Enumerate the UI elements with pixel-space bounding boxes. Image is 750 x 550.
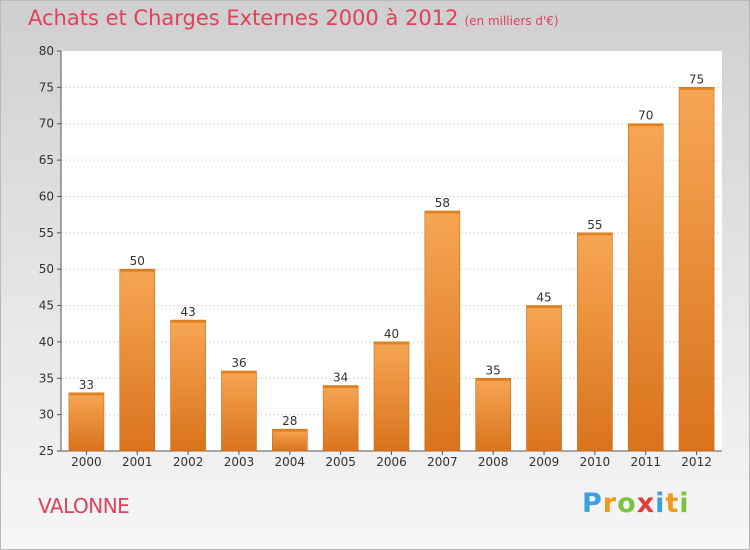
chart-unit-label: (en milliers d'€) (464, 14, 559, 28)
x-tick-label: 2009 (529, 455, 560, 469)
y-tick-label: 50 (39, 262, 54, 276)
bar-top-edge (170, 320, 206, 323)
chart-title-text: Achats et Charges Externes 2000 à 2012 (28, 6, 459, 30)
bar (272, 428, 308, 452)
y-tick-label: 80 (39, 44, 54, 58)
bar-value-label: 43 (180, 305, 195, 319)
logo-letter: t (665, 488, 680, 519)
bar-value-label: 33 (79, 378, 94, 392)
place-name: VALONNE (38, 494, 130, 518)
y-tick-label: 35 (39, 371, 54, 385)
bar-value-label: 55 (587, 218, 602, 232)
logo-letter: r (602, 488, 618, 519)
x-tick-label: 2000 (71, 455, 102, 469)
bar-top-edge (221, 371, 257, 374)
logo-letter: o (617, 488, 637, 519)
bar-value-label: 50 (130, 254, 145, 268)
bar (170, 319, 206, 452)
y-tick-label: 25 (39, 444, 54, 458)
logo-letter: P (582, 488, 603, 519)
bar-value-label: 58 (435, 196, 450, 210)
bar-top-edge (374, 341, 409, 345)
bar (577, 232, 613, 452)
x-tick-label: 2008 (478, 455, 509, 469)
bars (68, 87, 715, 452)
bar-value-label: 34 (333, 371, 348, 385)
bar-top-edge (628, 123, 664, 127)
logo-letter: i (655, 488, 666, 519)
bar (678, 87, 715, 452)
bar-value-label: 28 (282, 414, 297, 428)
bar (68, 392, 105, 452)
logo-letter: i (679, 488, 690, 519)
bar-value-label: 35 (486, 363, 501, 377)
bar-value-label: 75 (689, 72, 704, 86)
bar-top-edge (577, 232, 613, 236)
x-tick-label: 2003 (224, 455, 255, 469)
bar-value-label: 70 (638, 109, 653, 123)
y-tick-label: 30 (39, 408, 54, 422)
y-tick-label: 75 (39, 80, 54, 94)
bar (119, 268, 156, 452)
bar-top-edge (272, 429, 308, 432)
y-tick-label: 45 (39, 299, 54, 313)
y-tick-label: 55 (39, 226, 54, 240)
y-tick-label: 40 (39, 335, 54, 349)
bar-top-edge (323, 385, 359, 389)
x-tick-label: 2001 (122, 455, 153, 469)
bar-value-label: 36 (231, 356, 246, 370)
bar-top-edge (526, 305, 562, 309)
logo-letter: x (636, 488, 656, 519)
chart-title: Achats et Charges Externes 2000 à 2012 (e… (28, 6, 559, 30)
bar-top-edge (424, 211, 460, 214)
bar-value-label: 40 (384, 327, 399, 341)
bar (526, 305, 562, 452)
x-tick-label: 2005 (325, 455, 356, 469)
bar (627, 123, 664, 452)
x-tick-label: 2002 (173, 455, 204, 469)
bar-top-edge (119, 269, 155, 272)
x-tick-label: 2006 (376, 455, 407, 469)
bar-top-edge (679, 87, 715, 90)
bar-top-edge (475, 378, 511, 381)
proxiti-logo: Proxiti (582, 488, 690, 519)
x-tick-label: 2010 (580, 455, 611, 469)
bar-top-edge (68, 392, 104, 396)
bar (424, 210, 461, 452)
bar (373, 341, 410, 452)
y-tick-label: 60 (39, 189, 54, 203)
x-tick-label: 2004 (275, 455, 306, 469)
x-tick-label: 2007 (427, 455, 458, 469)
bar (322, 385, 359, 452)
bar (221, 370, 257, 452)
x-tick-label: 2011 (630, 455, 661, 469)
y-tick-label: 65 (39, 153, 54, 167)
x-tick-label: 2012 (681, 455, 712, 469)
bar-value-label: 45 (536, 291, 551, 305)
labels: 25 30 35 40 45 50 55 60 65 70 75 80 33 2000 50 2001 43 20… (39, 44, 712, 469)
bar (475, 377, 511, 452)
y-tick-label: 70 (39, 117, 54, 131)
